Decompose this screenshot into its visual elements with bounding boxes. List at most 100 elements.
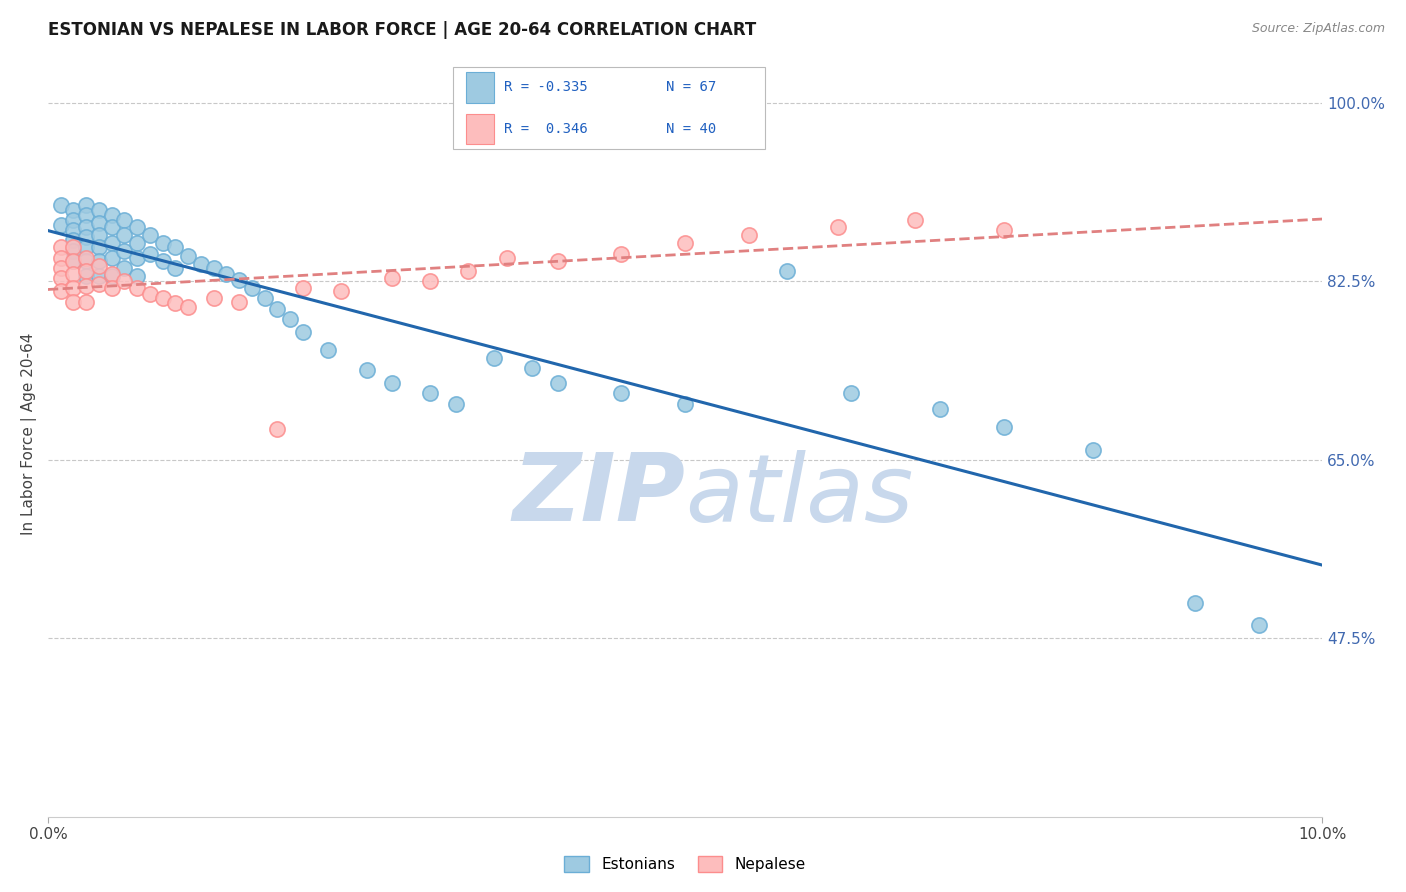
Text: R = -0.335: R = -0.335 bbox=[505, 80, 588, 95]
Point bbox=[152, 236, 174, 251]
Point bbox=[87, 228, 110, 243]
Point bbox=[75, 220, 97, 235]
Point bbox=[49, 271, 72, 285]
Point bbox=[202, 292, 225, 306]
Point bbox=[419, 386, 441, 401]
Point bbox=[75, 253, 97, 268]
Point bbox=[87, 277, 110, 292]
Point bbox=[673, 396, 696, 410]
Point bbox=[165, 295, 187, 310]
Point bbox=[100, 220, 122, 235]
Point bbox=[75, 208, 97, 222]
Point bbox=[75, 294, 97, 309]
Point bbox=[495, 251, 517, 265]
Point bbox=[112, 244, 135, 258]
Point bbox=[49, 197, 72, 211]
Point bbox=[127, 220, 149, 235]
Point bbox=[610, 246, 633, 260]
Point bbox=[610, 386, 633, 401]
Point bbox=[228, 273, 250, 287]
Point bbox=[152, 253, 174, 268]
Point bbox=[356, 363, 378, 377]
Text: R =  0.346: R = 0.346 bbox=[505, 122, 588, 136]
Y-axis label: In Labor Force | Age 20-64: In Labor Force | Age 20-64 bbox=[21, 333, 37, 535]
Point bbox=[139, 287, 162, 301]
Point bbox=[330, 285, 353, 299]
Point bbox=[62, 213, 84, 227]
Point bbox=[62, 281, 84, 295]
Point bbox=[62, 244, 84, 258]
Point bbox=[165, 260, 187, 275]
Point bbox=[266, 422, 288, 436]
Point bbox=[49, 251, 72, 265]
Point bbox=[62, 253, 84, 268]
Point bbox=[62, 223, 84, 237]
Point bbox=[62, 267, 84, 281]
Point bbox=[49, 285, 72, 299]
Point bbox=[253, 292, 276, 306]
Point bbox=[457, 264, 479, 278]
Point bbox=[75, 240, 97, 254]
Point bbox=[112, 274, 135, 288]
Point bbox=[75, 251, 97, 265]
Point bbox=[139, 246, 162, 260]
Point bbox=[419, 274, 441, 288]
Point bbox=[127, 268, 149, 283]
Point bbox=[87, 259, 110, 273]
Point bbox=[1081, 442, 1104, 457]
Point bbox=[839, 386, 862, 401]
Point bbox=[929, 401, 952, 416]
Point bbox=[291, 325, 314, 339]
Point bbox=[127, 251, 149, 265]
Point bbox=[202, 260, 225, 275]
Point bbox=[827, 220, 849, 235]
Point bbox=[152, 292, 174, 306]
Point bbox=[165, 240, 187, 254]
Point bbox=[49, 260, 72, 275]
Point bbox=[75, 268, 97, 283]
Point bbox=[1184, 596, 1206, 610]
Point bbox=[127, 281, 149, 295]
Point bbox=[381, 271, 404, 285]
Point bbox=[87, 268, 110, 283]
Point bbox=[75, 197, 97, 211]
Point bbox=[381, 376, 404, 391]
Point bbox=[278, 312, 301, 326]
Point bbox=[215, 267, 238, 281]
Point bbox=[100, 267, 122, 281]
Point bbox=[112, 213, 135, 227]
Point bbox=[62, 240, 84, 254]
Point bbox=[482, 351, 505, 365]
Point bbox=[547, 376, 569, 391]
FancyBboxPatch shape bbox=[465, 113, 494, 145]
Text: N = 67: N = 67 bbox=[666, 80, 716, 95]
Legend: Estonians, Nepalese: Estonians, Nepalese bbox=[558, 850, 811, 879]
Point bbox=[177, 249, 200, 263]
Point bbox=[87, 202, 110, 217]
Point bbox=[75, 230, 97, 244]
Point bbox=[547, 253, 569, 268]
Point bbox=[112, 228, 135, 243]
Point bbox=[49, 240, 72, 254]
Point bbox=[993, 420, 1015, 434]
FancyBboxPatch shape bbox=[465, 72, 494, 103]
Point bbox=[177, 300, 200, 314]
Text: ESTONIAN VS NEPALESE IN LABOR FORCE | AGE 20-64 CORRELATION CHART: ESTONIAN VS NEPALESE IN LABOR FORCE | AG… bbox=[48, 21, 756, 39]
Point bbox=[522, 360, 544, 375]
Point bbox=[62, 202, 84, 217]
Point bbox=[318, 343, 340, 357]
Point bbox=[75, 279, 97, 293]
Point bbox=[127, 236, 149, 251]
Point bbox=[100, 281, 122, 295]
Point bbox=[673, 236, 696, 251]
Point bbox=[62, 253, 84, 268]
Point bbox=[240, 281, 263, 295]
Point bbox=[139, 228, 162, 243]
Point bbox=[903, 213, 925, 227]
Point bbox=[100, 208, 122, 222]
Point bbox=[291, 281, 314, 295]
Point bbox=[100, 268, 122, 283]
Point bbox=[62, 233, 84, 247]
FancyBboxPatch shape bbox=[453, 67, 765, 150]
Point bbox=[993, 223, 1015, 237]
